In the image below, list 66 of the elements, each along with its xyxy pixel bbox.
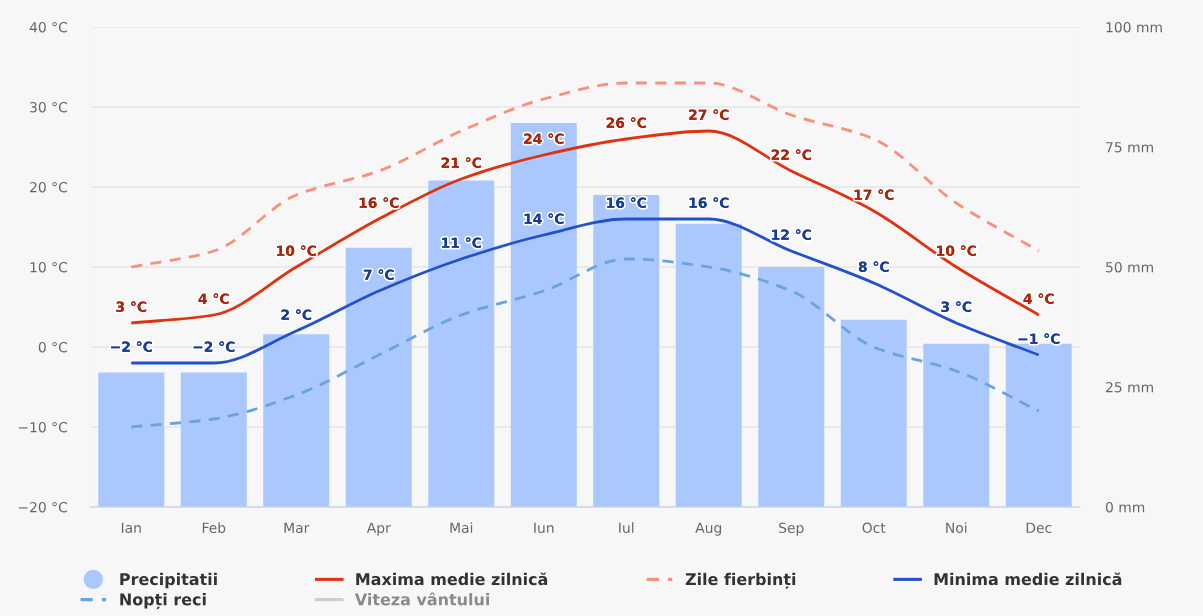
y2-tick-label: 0 mm [1105, 501, 1145, 513]
bar [428, 180, 495, 507]
x-tick-label: Apr [366, 522, 391, 536]
data-label: 10 °C [277, 245, 317, 256]
x-tick-label: Oct [862, 522, 886, 534]
data-label: 11 °C [442, 237, 482, 248]
data-label: 26 °C [606, 117, 647, 128]
y2-tick-label: 100 mm [1106, 21, 1162, 33]
data-label: 7 °C [363, 269, 394, 280]
x-tick-label: Dec [1026, 522, 1052, 534]
data-label: 22 °C [771, 149, 812, 160]
data-label: 21 °C [441, 157, 482, 168]
data-label: 3 °C [116, 301, 147, 312]
x-tick-label: Sep [779, 522, 804, 536]
bar [675, 223, 742, 507]
x-tick-label: Aug [695, 522, 722, 536]
legend-label: Maxima medie zilnică [356, 572, 548, 586]
y-tick-label: 40 °C [29, 21, 68, 33]
y-tick-label: −10 °C [18, 421, 68, 433]
data-label: 16 °C [359, 197, 399, 208]
data-label: 3 °C [941, 301, 972, 312]
x-tick-label: Ian [121, 522, 141, 534]
data-label: 12 °C [772, 229, 812, 240]
y-tick-label: 0 °C [38, 341, 68, 353]
x-tick-label: Iul [619, 522, 634, 534]
data-label: −2 °C [111, 341, 152, 352]
bar [345, 247, 412, 507]
bar [98, 372, 165, 507]
data-label: 24 °C [524, 133, 564, 144]
y2-tick-label: 25 mm [1106, 381, 1153, 393]
data-label: 14 °C [524, 213, 564, 224]
y-tick-label: 10 °C [30, 261, 68, 273]
legend-label: Viteza vântului [354, 592, 490, 606]
y2-tick-label: 50 mm [1106, 261, 1153, 273]
x-tick-label: Iun [534, 522, 554, 534]
data-label: 4 °C [1023, 293, 1054, 304]
x-tick-label: Mar [284, 522, 310, 534]
y2-tick-label: 75 mm [1106, 142, 1153, 153]
bar [510, 123, 577, 507]
legend-label: Minima medie zilnică [934, 572, 1122, 586]
data-label: 16 °C [689, 197, 729, 208]
legend-label: Precipitatii [120, 572, 217, 589]
legend-label: Nopți reci [120, 593, 206, 610]
x-tick-label: Feb [202, 522, 226, 534]
data-label: −1 °C [1018, 333, 1060, 344]
data-label: 17 °C [854, 189, 894, 200]
bar [593, 195, 660, 507]
x-tick-label: Noi [946, 522, 967, 534]
bar [180, 372, 247, 507]
data-label: 2 °C [281, 309, 312, 320]
data-label: 10 °C [937, 245, 977, 256]
bar [758, 267, 825, 507]
data-label: 27 °C [689, 109, 729, 120]
bar [1005, 343, 1072, 507]
y-tick-label: 30 °C [30, 101, 68, 113]
data-label: 4 °C [198, 293, 229, 304]
data-label: 16 °C [607, 197, 647, 208]
y-tick-label: −20 °C [18, 501, 68, 513]
data-label: 8 °C [858, 261, 889, 272]
bar [263, 334, 330, 507]
x-tick-label: Mai [450, 522, 473, 534]
legend-label: Zile fierbinți [685, 572, 796, 589]
data-label: −2 °C [193, 341, 235, 352]
bar [840, 319, 907, 507]
y-tick-label: 20 °C [30, 181, 68, 193]
bar [923, 343, 990, 507]
